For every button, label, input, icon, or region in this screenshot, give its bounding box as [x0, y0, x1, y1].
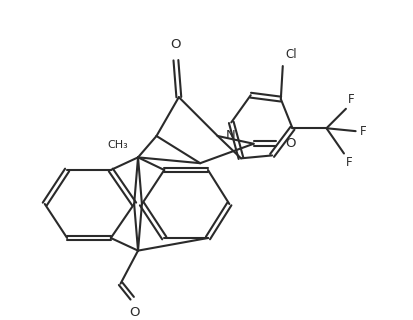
Text: N: N	[225, 130, 235, 142]
Text: Cl: Cl	[285, 48, 297, 61]
Text: F: F	[358, 124, 365, 138]
Text: O: O	[285, 137, 295, 150]
Text: F: F	[347, 93, 354, 106]
Text: O: O	[170, 37, 181, 51]
Text: F: F	[345, 156, 352, 169]
Text: CH₃: CH₃	[107, 140, 128, 149]
Text: O: O	[128, 306, 139, 319]
